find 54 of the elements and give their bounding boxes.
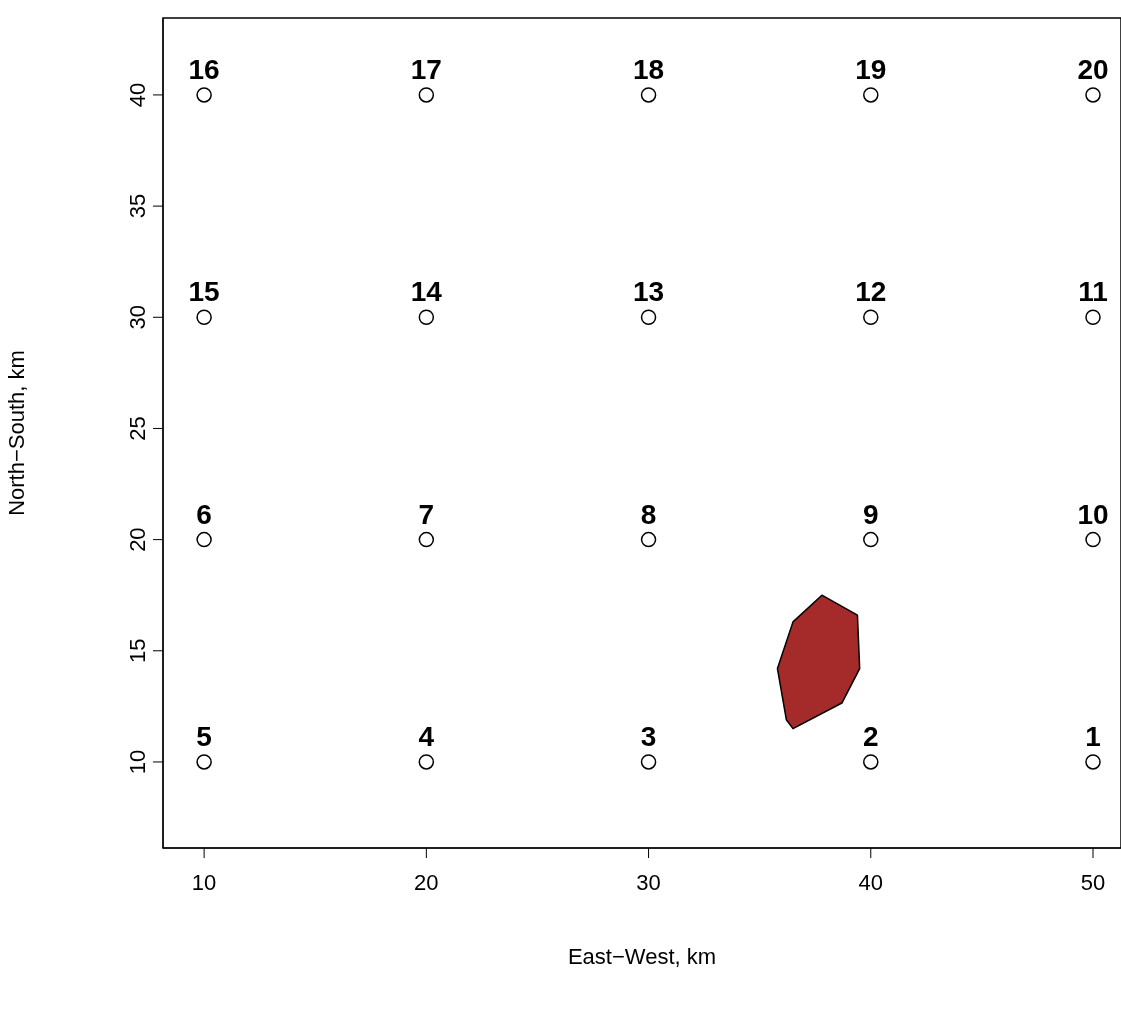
point xyxy=(1085,309,1101,326)
annotation: 13 xyxy=(632,276,665,308)
point xyxy=(640,531,657,548)
y-tick-label: 40 xyxy=(125,82,150,108)
x-tick-label: 50 xyxy=(1080,869,1106,895)
point xyxy=(1085,754,1101,770)
annotation: 20 xyxy=(1077,53,1109,85)
annotation: 4 xyxy=(418,720,435,752)
y-tick-label: 10 xyxy=(125,749,150,775)
x-tick-label: 40 xyxy=(858,869,884,895)
annotation: 7 xyxy=(418,498,435,530)
point xyxy=(863,87,879,103)
point xyxy=(1085,87,1101,103)
point xyxy=(196,531,212,548)
annotation: 18 xyxy=(632,53,665,85)
y-tick-label: 30 xyxy=(125,305,150,330)
x-tick-label: 20 xyxy=(414,869,439,895)
y-tick-label: 35 xyxy=(125,193,150,219)
point xyxy=(863,531,879,548)
annotation: 3 xyxy=(640,720,657,752)
annotation: 17 xyxy=(410,53,442,85)
point xyxy=(640,87,657,103)
point xyxy=(640,309,657,326)
point xyxy=(640,754,657,770)
point xyxy=(196,87,212,103)
point xyxy=(863,754,879,770)
point xyxy=(863,309,879,326)
point xyxy=(418,754,435,770)
point xyxy=(196,754,212,770)
point xyxy=(196,309,212,326)
annotation: 16 xyxy=(188,53,220,85)
annotation: 8 xyxy=(640,498,657,530)
annotation: 12 xyxy=(855,276,887,308)
annotation: 2 xyxy=(862,720,879,752)
annotation: 9 xyxy=(862,498,879,530)
y-axis-title: North−South, km xyxy=(3,350,29,516)
x-tick-label: 30 xyxy=(636,869,661,895)
annotation: 15 xyxy=(188,276,220,308)
point xyxy=(418,531,435,548)
annotation: 10 xyxy=(1077,498,1109,530)
annotation: 1 xyxy=(1085,720,1101,752)
annotation: 14 xyxy=(410,276,443,308)
y-tick-label: 15 xyxy=(125,638,150,664)
annotation: 5 xyxy=(196,720,212,752)
annotation: 19 xyxy=(855,53,887,85)
annotation: 11 xyxy=(1078,276,1108,308)
x-axis-title: East−West, km xyxy=(567,944,717,969)
y-tick-label: 25 xyxy=(125,416,150,441)
point xyxy=(418,87,435,103)
point xyxy=(1085,531,1101,548)
annotation: 6 xyxy=(196,498,212,530)
point xyxy=(418,309,435,326)
y-tick-label: 20 xyxy=(125,527,150,552)
x-tick-label: 10 xyxy=(191,869,217,895)
